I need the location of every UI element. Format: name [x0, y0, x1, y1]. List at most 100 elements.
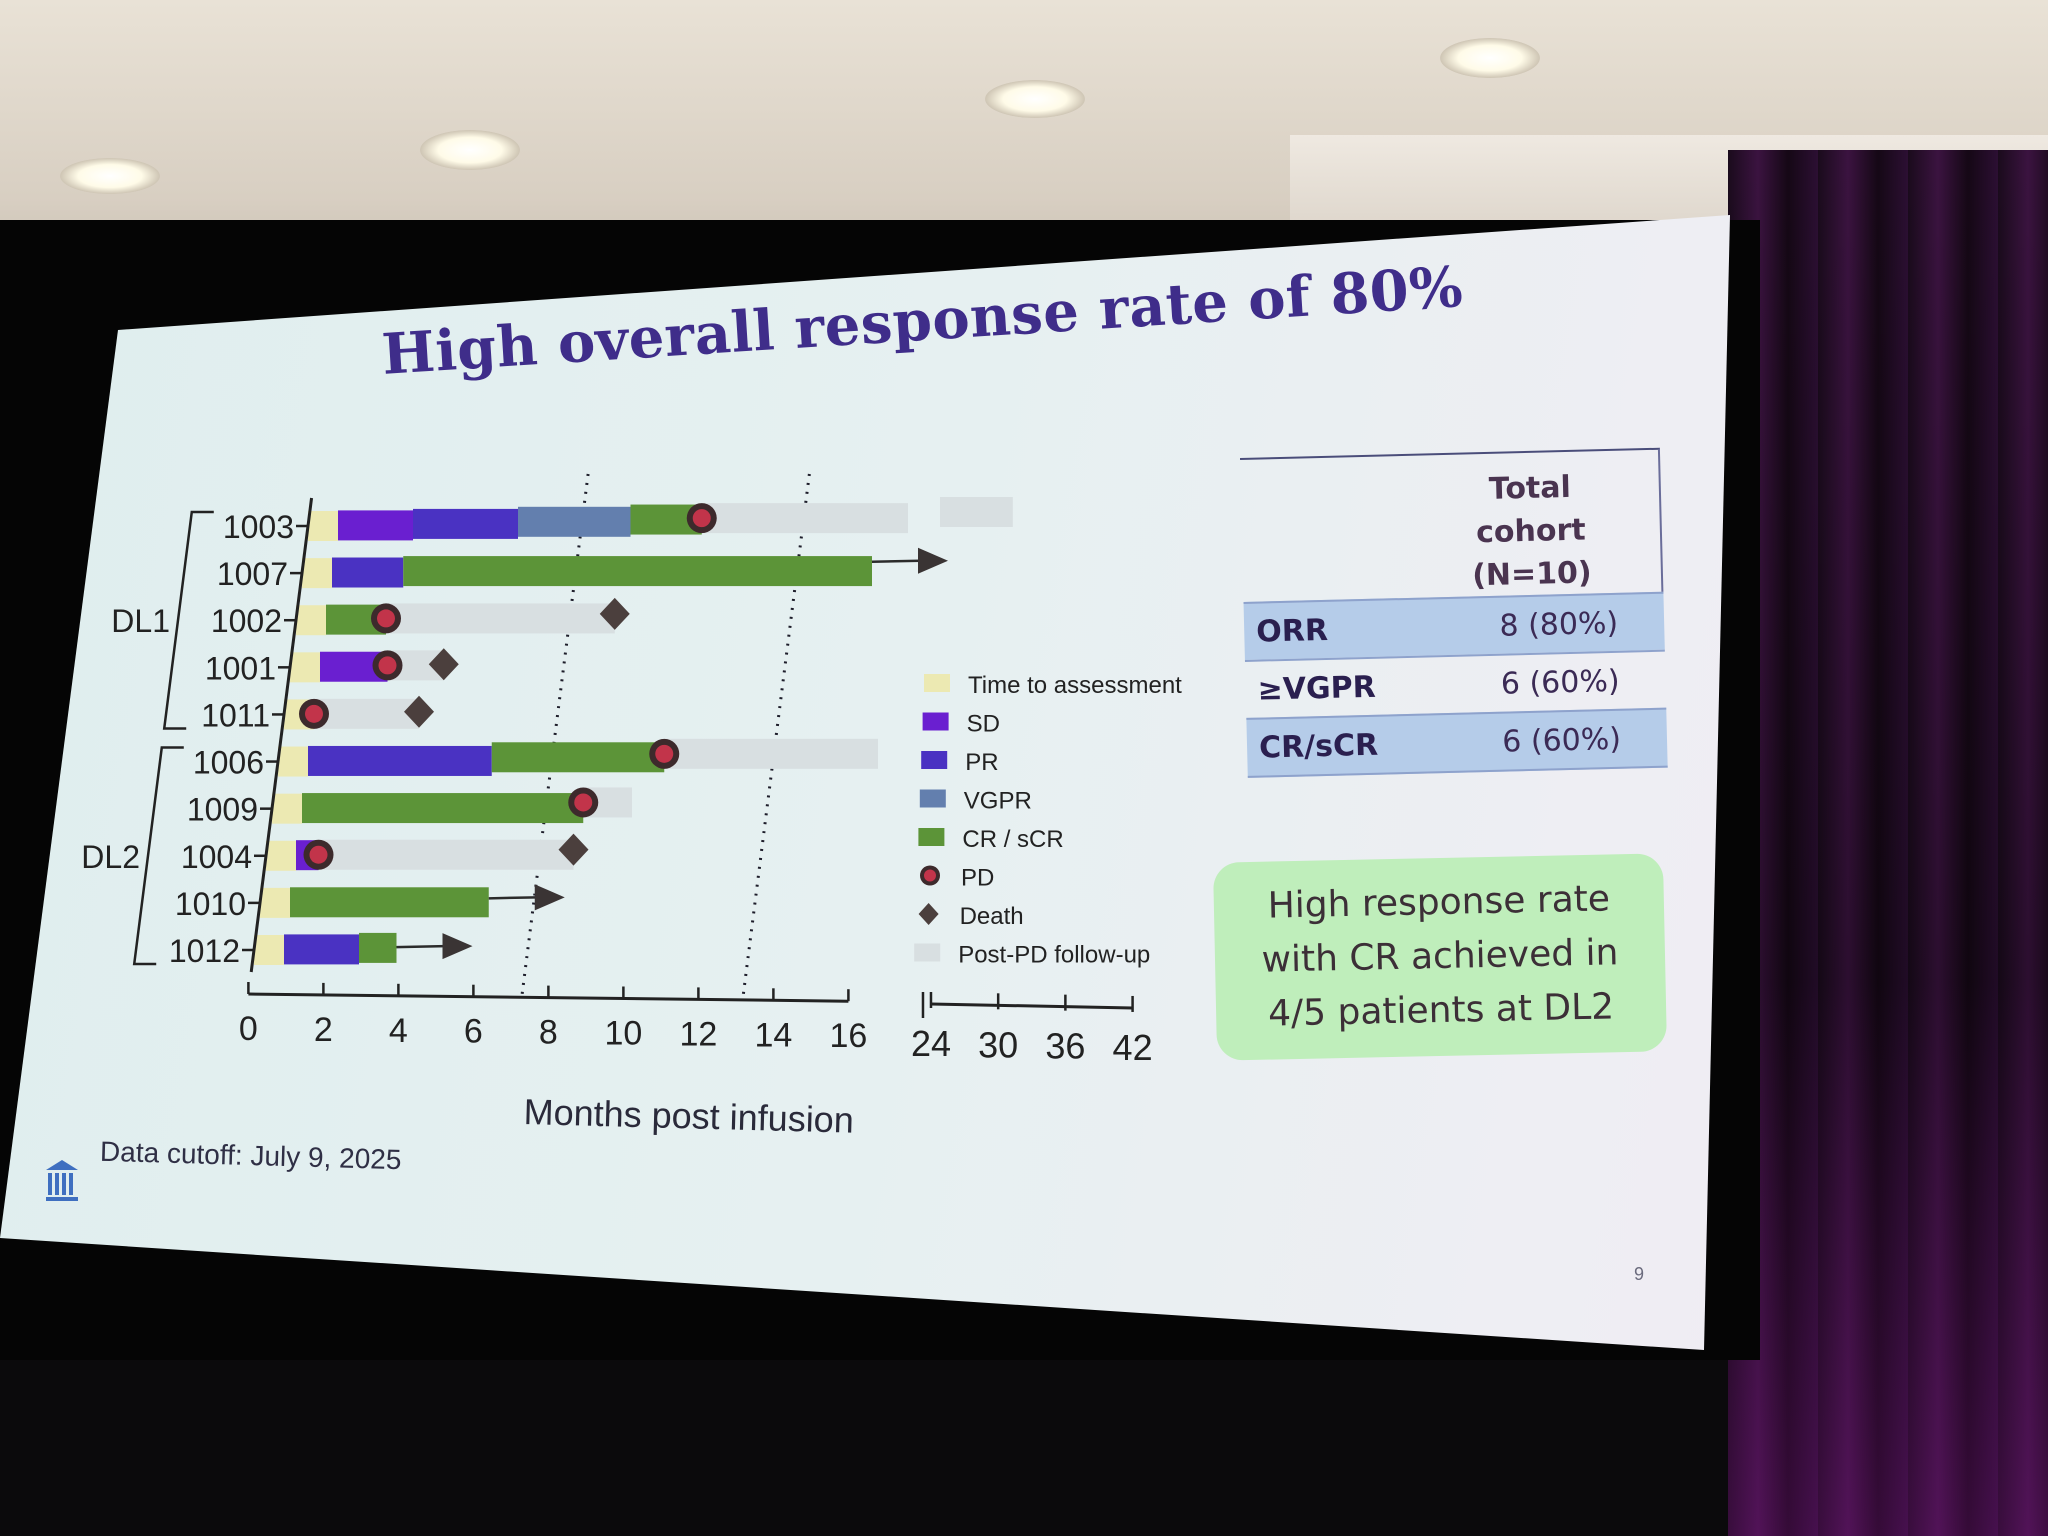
x-tick-label: 24	[911, 1023, 951, 1064]
pd-marker-core	[655, 744, 674, 763]
patient-id-label: 1001	[205, 650, 276, 686]
response-segment	[290, 652, 320, 683]
x-tick-label: 36	[1045, 1026, 1085, 1067]
reference-line	[519, 473, 590, 1001]
response-segment	[266, 840, 296, 871]
response-table: Total cohort (N=10) ORR 8 (80%) ≥VGPR 6 …	[1240, 447, 1668, 778]
group-bracket	[162, 510, 214, 730]
legend-pd-core	[924, 869, 936, 882]
post-pd-bar	[664, 738, 878, 769]
table-row-label: ORR	[1255, 612, 1329, 650]
post-pd-bar	[940, 497, 1013, 527]
x-tick-label: 4	[389, 1012, 408, 1050]
y-axis-line	[249, 497, 314, 973]
response-segment	[518, 506, 631, 537]
pd-marker-core	[574, 793, 593, 812]
table-header-label: Total cohort (N=10)	[1471, 469, 1593, 594]
ceiling-light	[985, 80, 1085, 118]
patient-row: 1004	[181, 833, 589, 875]
callout-box: High response rate with CR achieved in 4…	[1212, 853, 1668, 1061]
patient-id-label: 1006	[193, 745, 264, 781]
patient-id-label: 1009	[187, 792, 258, 828]
patient-id-label: 1003	[223, 509, 294, 545]
response-segment	[338, 510, 413, 541]
reference-line	[741, 473, 811, 1001]
ongoing-arrow-line	[396, 944, 445, 949]
x-axis-title: Months post infusion	[523, 1091, 854, 1141]
pd-marker-core	[305, 704, 323, 723]
response-segment	[302, 793, 584, 824]
patient-id-label: 1002	[211, 603, 282, 639]
group-label: DL1	[111, 603, 170, 639]
post-pd-bar	[318, 839, 574, 870]
patient-id-label: 1010	[175, 886, 246, 922]
legend-swatch	[919, 789, 946, 808]
response-segment	[284, 934, 359, 965]
response-segment	[332, 557, 404, 588]
legend-label: SD	[967, 711, 1000, 738]
patient-row: 1007	[217, 547, 948, 592]
response-segment	[272, 793, 302, 824]
x-tick-label: 16	[829, 1017, 867, 1055]
response-segment	[491, 742, 665, 773]
ceiling-light	[420, 130, 520, 170]
response-segment	[254, 935, 284, 965]
ongoing-arrow-line	[488, 896, 537, 900]
pd-marker-core	[692, 509, 711, 528]
table-row-label: ≥VGPR	[1257, 669, 1377, 708]
legend-swatch	[924, 674, 950, 692]
post-pd-bar	[386, 603, 615, 634]
table-row-value: 8 (80%)	[1499, 605, 1619, 644]
response-segment	[290, 887, 489, 918]
x-tick-label: 0	[239, 1010, 258, 1048]
x-tick-label: 12	[679, 1015, 717, 1053]
pd-marker-core	[309, 845, 328, 864]
slide-number: 9	[1634, 1264, 1645, 1284]
patient-id-label: 1011	[201, 697, 270, 733]
response-segment	[359, 932, 397, 963]
patient-id-label: 1012	[169, 933, 240, 969]
legend-label: Death	[960, 903, 1024, 930]
legend-label: CR / sCR	[962, 826, 1063, 853]
response-segment	[308, 745, 492, 776]
table-row-label: CR/sCR	[1258, 727, 1379, 766]
death-marker-icon	[558, 833, 589, 866]
x-tick-label: 2	[314, 1011, 333, 1049]
legend-swatch	[922, 712, 949, 731]
legend-label: PD	[961, 865, 994, 892]
ongoing-arrow-icon	[442, 933, 473, 960]
x-axis-break-line	[930, 1002, 1133, 1010]
table-row-value: 6 (60%)	[1500, 663, 1620, 702]
legend-label: Time to assessment	[968, 672, 1182, 699]
patient-row: 1001	[205, 648, 459, 686]
x-tick-label: 6	[464, 1013, 483, 1051]
legend-swatch	[921, 751, 948, 769]
ongoing-arrow-line	[871, 559, 921, 563]
patient-row: 1010	[175, 884, 565, 922]
death-marker-icon	[428, 648, 459, 681]
legend-swatch	[918, 828, 945, 846]
table-row: ≥VGPR 6 (60%)	[1244, 649, 1667, 718]
table-row: CR/sCR 6 (60%)	[1246, 707, 1668, 778]
legend-label: VGPR	[964, 788, 1032, 815]
table-row-value: 6 (60%)	[1501, 721, 1622, 760]
group-label: DL2	[81, 839, 140, 875]
response-segment	[296, 605, 326, 636]
response-segment	[413, 508, 518, 539]
table-row: ORR 8 (80%)	[1243, 591, 1665, 660]
patient-row: 1011	[201, 695, 434, 733]
x-tick-label: 30	[978, 1024, 1018, 1065]
legend-label: PR	[965, 749, 998, 776]
x-tick-label: 14	[754, 1016, 792, 1054]
post-pd-bar	[701, 503, 908, 534]
institution-logo-icon	[46, 1160, 78, 1201]
patient-row: 1003	[223, 497, 1013, 545]
patient-row: 1002	[211, 597, 630, 639]
ongoing-arrow-icon	[534, 884, 565, 911]
pd-marker-core	[377, 609, 395, 628]
ceiling-light	[1440, 38, 1540, 78]
table-header: Total cohort (N=10)	[1240, 447, 1664, 602]
